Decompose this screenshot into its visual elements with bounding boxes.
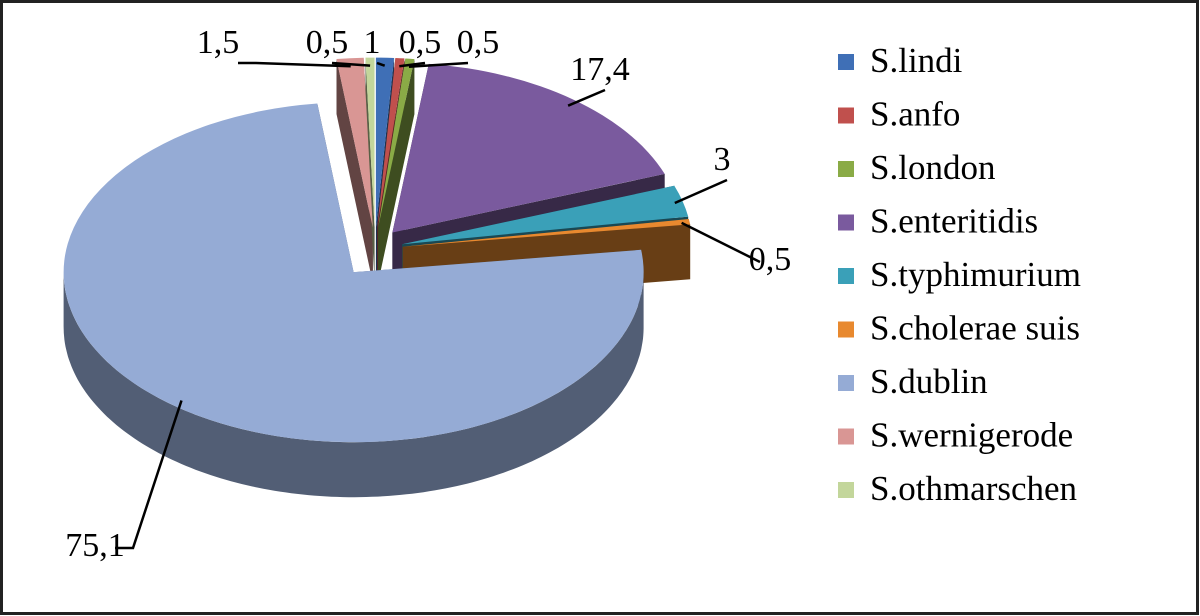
legend-label: S.enteritidis bbox=[870, 202, 1038, 241]
legend-label: S.cholerae suis bbox=[870, 309, 1080, 348]
data-label: 1 bbox=[364, 24, 381, 61]
legend-label: S.typhimurium bbox=[870, 255, 1081, 294]
legend-swatch bbox=[838, 321, 854, 338]
data-label: 17,4 bbox=[570, 51, 630, 88]
leader-line bbox=[331, 61, 371, 67]
leader-line bbox=[238, 61, 351, 68]
legend-label: S.wernigerode bbox=[870, 416, 1073, 455]
slice bbox=[375, 57, 395, 228]
legend-label: S.anfo bbox=[870, 95, 960, 134]
data-labels: 1 0,5 0,5 17,4 3 0,5 75,1 1,5 0,5 bbox=[65, 24, 791, 564]
pie bbox=[63, 57, 691, 498]
leader-line bbox=[567, 88, 606, 107]
data-label: 1,5 bbox=[197, 24, 240, 61]
data-label: 0,5 bbox=[457, 24, 500, 61]
leader-line bbox=[376, 61, 386, 67]
legend-label: S.dublin bbox=[870, 362, 988, 401]
legend-swatch bbox=[838, 428, 854, 445]
slice bbox=[402, 185, 689, 245]
slice bbox=[377, 58, 405, 228]
data-label: 3 bbox=[714, 141, 731, 178]
leader-line bbox=[674, 178, 728, 205]
leader-line bbox=[681, 221, 761, 264]
slice-cut-face bbox=[365, 57, 375, 283]
legend-swatch bbox=[838, 161, 854, 177]
slice bbox=[402, 219, 691, 247]
legend-swatch bbox=[838, 107, 854, 124]
leader-line bbox=[115, 400, 183, 550]
slice bbox=[365, 57, 375, 228]
slice bbox=[336, 57, 373, 228]
slice bbox=[63, 103, 644, 443]
data-label: 0,5 bbox=[749, 241, 792, 278]
slice bbox=[378, 58, 415, 228]
legend-swatch bbox=[838, 375, 854, 391]
slice-cut-face bbox=[336, 59, 373, 283]
legend-swatch bbox=[838, 214, 854, 231]
legend-swatch bbox=[838, 54, 854, 70]
leader-line bbox=[399, 61, 426, 68]
legend-label: S.othmarschen bbox=[870, 469, 1077, 508]
slice bbox=[392, 63, 665, 233]
slice-side bbox=[63, 270, 644, 498]
legend-label: S.london bbox=[870, 148, 995, 187]
data-label: 0,5 bbox=[306, 24, 349, 61]
legend-swatch bbox=[838, 482, 854, 498]
data-label: 75,1 bbox=[65, 527, 125, 564]
slice-cut-face bbox=[378, 59, 415, 283]
legend-swatch bbox=[838, 268, 854, 284]
legend-label: S.lindi bbox=[870, 41, 963, 80]
legend: S.lindi S.anfo S.london S.enteritidis S.typh… bbox=[838, 41, 1081, 508]
data-label: 0,5 bbox=[399, 24, 442, 61]
leader-line bbox=[408, 61, 469, 68]
